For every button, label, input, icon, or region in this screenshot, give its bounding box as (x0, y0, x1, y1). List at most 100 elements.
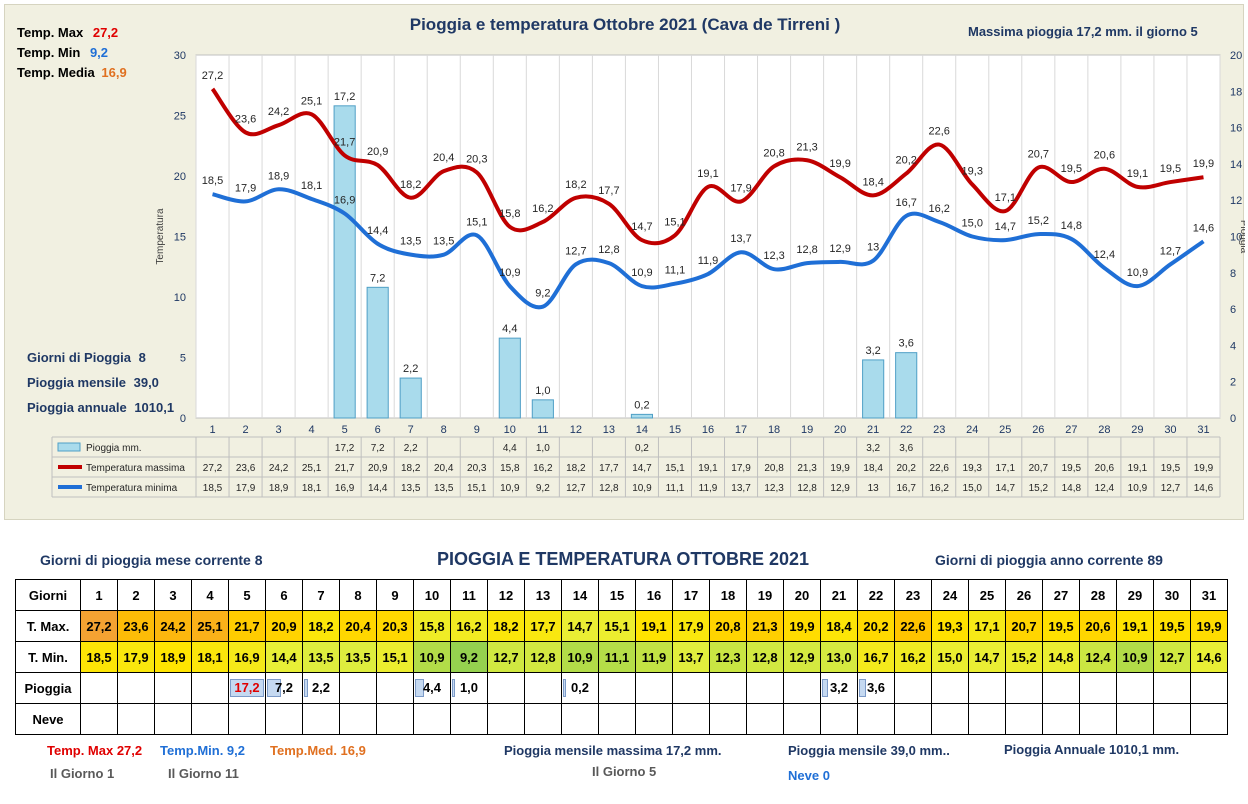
rain-temperature-chart: 05101520253002468101214161820Temperatura… (51, 15, 1245, 498)
table-cell (80, 703, 118, 735)
tmin-point-label: 18,9 (268, 170, 289, 182)
x-tick-label: 17 (735, 424, 747, 436)
table-cell (1190, 672, 1228, 704)
rain-cell-value: 1,0 (459, 680, 479, 695)
data-table-value: 3,2 (866, 443, 880, 454)
table-cell (709, 703, 747, 735)
table-row-label: Pioggia (15, 672, 81, 704)
tmax-point-label: 23,6 (235, 113, 256, 125)
table-cell: 12,7 (1153, 641, 1191, 673)
tmax-point-label: 15,1 (664, 216, 685, 228)
table-cell: 12,4 (1079, 641, 1117, 673)
rain-cell-bar (563, 679, 566, 697)
table-cell (450, 703, 488, 735)
table-cell: 14,4 (265, 641, 303, 673)
y2-tick-label: 2 (1230, 377, 1236, 389)
table-cell (228, 703, 266, 735)
tmin-point-label: 12,8 (598, 244, 619, 256)
data-table-value: 10,9 (632, 483, 652, 494)
stat-tmax-value: 27,2 (92, 25, 119, 40)
table-cell: 27 (1042, 579, 1080, 611)
table-cell: 14 (561, 579, 599, 611)
tmax-point-label: 20,2 (895, 155, 916, 167)
table-cell: 15,1 (598, 610, 636, 642)
rain-cell-bar (415, 679, 424, 697)
tmax-point-label: 20,6 (1094, 150, 1115, 162)
table-cell: 18,2 (302, 610, 340, 642)
data-table-value: 1,0 (536, 443, 550, 454)
data-table-value: 15,8 (500, 463, 520, 474)
legend-key-rain (57, 442, 81, 452)
footer-snow: Neve 0 (788, 768, 830, 783)
data-table-value: 20,3 (467, 463, 487, 474)
data-table-value: 14,8 (1062, 483, 1082, 494)
data-table-value: 20,8 (764, 463, 784, 474)
table-row-tmax: T. Max. 27,2 23,6 24,2 25,1 21,7 20,9 18,2 20,4 2… (15, 610, 1228, 642)
table-cell: 12,7 (487, 641, 525, 673)
summary-section: Giorni di pioggia mese corrente 8 PIOGGI… (0, 520, 1248, 804)
table-cell: 14,6 (1190, 641, 1228, 673)
table-cell: 20,2 (857, 610, 895, 642)
x-tick-label: 11 (537, 424, 548, 436)
data-table-value: 17,1 (996, 463, 1016, 474)
data-table-value: 3,6 (899, 443, 913, 454)
data-table-value: 14,7 (996, 483, 1016, 494)
rain-bar-label: 3,2 (866, 345, 881, 357)
x-tick-label: 4 (309, 424, 315, 436)
table-cell (709, 672, 747, 704)
data-table-value: 17,9 (731, 463, 751, 474)
tmin-point-label: 13,5 (433, 236, 454, 248)
table-cell (1042, 672, 1080, 704)
table-cell: 12,9 (783, 641, 821, 673)
x-tick-label: 30 (1164, 424, 1176, 436)
tmax-point-label: 22,6 (929, 126, 950, 138)
table-cell: 13 (524, 579, 562, 611)
rain-cell-bar (822, 679, 828, 697)
table-cell: 20,4 (339, 610, 377, 642)
legend-label: Pioggia mm. (86, 443, 142, 454)
tmin-point-label: 14,8 (1061, 220, 1082, 232)
data-table-value: 18,1 (302, 483, 322, 494)
x-tick-label: 8 (441, 424, 447, 436)
table-cell: 17,1 (968, 610, 1006, 642)
table-cell: 2,2 (302, 672, 340, 704)
table-cell (1153, 672, 1191, 704)
tmax-point-label: 14,7 (631, 221, 652, 233)
annual-rain-label: Pioggia annuale (27, 400, 127, 415)
footer-tmax: Temp. Max 27,2 (47, 743, 143, 758)
data-table-value: 12,8 (599, 483, 619, 494)
table-cell: 29 (1116, 579, 1154, 611)
rain-cell-bar (230, 679, 264, 697)
table-cell: 18 (709, 579, 747, 611)
tmax-point-label: 21,3 (796, 141, 817, 153)
table-cell: 6 (265, 579, 303, 611)
data-table-value: 12,9 (830, 483, 850, 494)
table-cell (154, 703, 192, 735)
table-cell (1190, 703, 1228, 735)
table-cell: 12,8 (746, 641, 784, 673)
table-cell (931, 672, 969, 704)
stat-tmed: Temp. Media 16,9 (17, 65, 127, 80)
table-cell (635, 703, 673, 735)
table-cell: 14,7 (561, 610, 599, 642)
x-tick-label: 31 (1197, 424, 1209, 436)
x-tick-label: 10 (504, 424, 516, 436)
rain-days-label: Giorni di Pioggia (27, 350, 131, 365)
table-cell: 18,2 (487, 610, 525, 642)
x-tick-label: 5 (342, 424, 348, 436)
x-tick-label: 6 (375, 424, 381, 436)
table-cell (1042, 703, 1080, 735)
table-cell: 20,8 (709, 610, 747, 642)
x-tick-label: 21 (867, 424, 879, 436)
data-table-value: 20,2 (896, 463, 916, 474)
table-cell: 23 (894, 579, 932, 611)
tmin-point-label: 15,1 (466, 216, 487, 228)
rain-bar (333, 105, 356, 419)
table-cell: 18,4 (820, 610, 858, 642)
rain-cell-value: 0,2 (570, 680, 590, 695)
table-cell: 3,6 (857, 672, 895, 704)
table-row-label: Giorni (15, 579, 81, 611)
table-cell: 9 (376, 579, 414, 611)
rain-bar-label: 3,6 (899, 338, 914, 350)
tmax-point-label: 19,9 (1193, 158, 1214, 170)
